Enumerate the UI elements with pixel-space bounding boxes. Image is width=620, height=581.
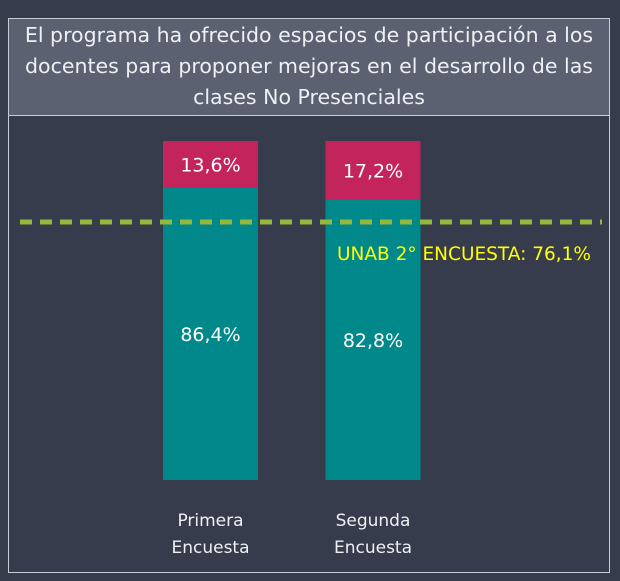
chart-title: El programa ha ofrecido espacios de part… [8,18,610,116]
bar-segment [325,141,421,200]
x-tick-label: Segunda Encuesta [333,511,413,558]
value-label: 82,8% [343,330,403,352]
bar-segment [163,141,258,188]
bar-segment [163,187,258,480]
bar-segment [325,199,421,481]
value-label: 17,2% [343,161,403,183]
reference-label: UNAB 2° ENCUESTA: 76,1% [337,244,591,265]
value-label: 13,6% [180,155,240,177]
value-label: 86,4% [180,324,240,346]
x-tick-label: Primera Encuesta [171,511,250,558]
